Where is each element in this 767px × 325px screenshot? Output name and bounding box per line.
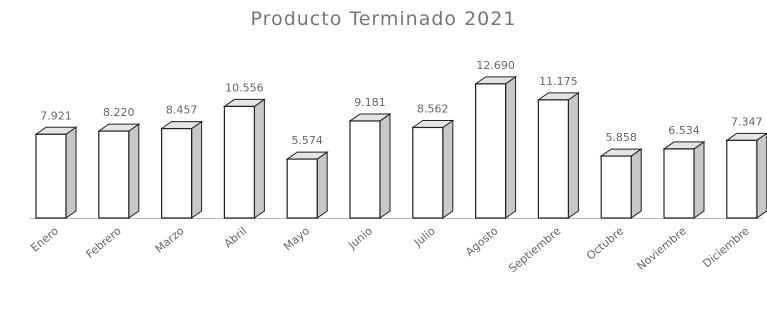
bar-front xyxy=(600,155,632,219)
bar-3 xyxy=(160,120,204,219)
bar-side xyxy=(756,132,767,219)
x-tick-label: Diciembre xyxy=(700,224,752,270)
bar-side xyxy=(316,151,328,219)
x-tick-label: Febrero xyxy=(84,224,124,261)
data-label: 11.175 xyxy=(539,75,578,88)
bar-front xyxy=(726,139,758,219)
bar-11 xyxy=(662,140,706,219)
data-label: 5.574 xyxy=(291,134,323,147)
x-tick-label: Noviembre xyxy=(635,224,690,273)
x-tick-label: Septiembre xyxy=(506,224,563,275)
bar-side xyxy=(379,112,391,219)
bar-front xyxy=(98,130,130,219)
bar-front xyxy=(663,148,695,219)
bar-side xyxy=(253,98,265,219)
bar-side xyxy=(442,119,454,219)
bar-front xyxy=(412,126,444,219)
bar-front xyxy=(475,83,507,219)
x-tick-label: Octubre xyxy=(584,224,626,262)
bar-front xyxy=(161,127,193,219)
bar-8 xyxy=(474,75,518,219)
data-label: 7.347 xyxy=(731,115,763,128)
bar-12 xyxy=(725,132,767,219)
x-tick-label: Junio xyxy=(345,224,375,252)
x-tick-label: Marzo xyxy=(153,224,187,256)
x-tick-label: Enero xyxy=(28,224,61,255)
bar-front xyxy=(35,133,67,219)
data-label: 8.220 xyxy=(103,106,135,119)
bar-7 xyxy=(411,119,455,219)
data-label: 8.457 xyxy=(166,104,198,117)
bar-2 xyxy=(97,123,141,219)
bar-front xyxy=(223,105,255,219)
chart-title: Producto Terminado 2021 xyxy=(250,8,517,30)
bar-side xyxy=(693,140,705,219)
bar-side xyxy=(65,126,77,219)
bar-side xyxy=(567,91,579,219)
bar-10 xyxy=(599,148,643,219)
bar-side xyxy=(630,148,642,219)
bar-9 xyxy=(536,91,580,219)
bar-front xyxy=(537,99,570,219)
data-label: 6.534 xyxy=(668,124,700,137)
bar-4 xyxy=(222,98,266,219)
x-tick-label: Julio xyxy=(411,224,438,250)
x-tick-label: Mayo xyxy=(281,224,312,253)
bar-side xyxy=(128,123,140,219)
bar-side xyxy=(505,75,517,219)
data-label: 10.556 xyxy=(225,81,264,94)
bar-front xyxy=(286,158,318,219)
data-label: 8.562 xyxy=(417,102,449,115)
data-label: 5.858 xyxy=(605,131,637,144)
bar-6 xyxy=(348,112,392,219)
data-label: 7.921 xyxy=(40,109,72,122)
bar-front xyxy=(349,120,381,219)
x-tick-label: Abril xyxy=(222,224,250,250)
bar-1 xyxy=(34,126,78,219)
x-tick-label: Agosto xyxy=(463,224,501,259)
bar-5 xyxy=(285,151,329,219)
data-label: 9.181 xyxy=(354,96,386,109)
bar-side xyxy=(191,120,203,219)
data-label: 12.690 xyxy=(476,59,515,72)
